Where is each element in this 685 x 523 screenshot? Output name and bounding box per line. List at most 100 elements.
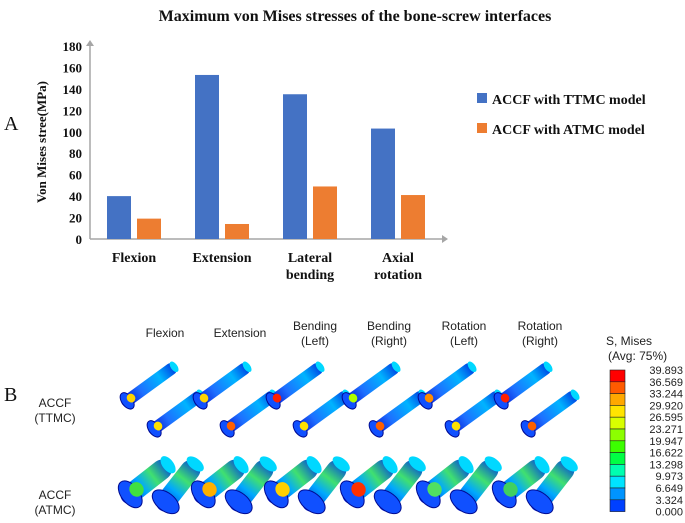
column-header-rotation-right: Rotation (Right)	[517, 319, 563, 348]
screw-body	[419, 363, 475, 407]
bar-atmc-2	[313, 186, 337, 239]
stress-spot	[153, 421, 163, 431]
colorbar-value: 3.324	[655, 495, 683, 507]
screw-tip	[259, 456, 277, 472]
stress-spot	[424, 393, 434, 403]
screw-head	[525, 489, 554, 515]
screw-atmc-2-a	[263, 456, 322, 509]
x-tick-labels: Flexion Extension Lateral bending Axial rotat…	[112, 251, 422, 283]
screw-atmc-0-a	[117, 456, 176, 509]
screw-head	[224, 489, 253, 515]
screw-tip	[306, 456, 322, 474]
screw-tip	[543, 361, 553, 373]
colorbar-value: 33.244	[649, 389, 683, 401]
colorbar-value: 39.893	[649, 365, 683, 377]
colorbar-value: 16.622	[649, 448, 683, 460]
column-header-flexion: Flexion	[145, 326, 185, 340]
legend-swatch-0	[477, 93, 487, 103]
stress-spot	[199, 393, 209, 403]
screw-ttmc-1-b	[219, 389, 279, 438]
legend-swatch-1	[477, 123, 487, 133]
y-tick-label: 160	[63, 60, 83, 75]
screw-tip	[186, 456, 204, 472]
stress-spot	[226, 421, 236, 431]
stress-spot	[427, 482, 442, 497]
stress-spot	[500, 393, 510, 403]
screw-head	[151, 489, 180, 515]
colorbar-band	[609, 440, 626, 453]
screw-head	[297, 489, 326, 515]
y-tick-label: 80	[69, 146, 82, 161]
colorbar-band	[609, 428, 626, 442]
screw-ttmc-1-a	[192, 361, 252, 410]
screw-tip	[233, 456, 249, 474]
screw-tip	[382, 456, 398, 474]
colorbar-value: 6.649	[655, 483, 683, 495]
screw-ttmc-5-a	[493, 361, 553, 410]
colorbar-band	[609, 369, 626, 383]
screw-tip	[484, 456, 502, 472]
bar-ttmc-3	[371, 128, 395, 239]
y-axis-label: Von Mises stree(MPa)	[34, 81, 49, 203]
bar-atmc-0	[137, 218, 161, 239]
screw-tip	[570, 389, 580, 401]
y-tick-label: 120	[63, 103, 83, 118]
screw-ttmc-0-a	[119, 361, 179, 410]
bar-ttmc-1	[195, 74, 219, 239]
screw-tip	[332, 456, 350, 472]
chart-title: Maximum von Mises stresses of the bone-s…	[159, 8, 552, 25]
screw-tip	[242, 361, 252, 373]
colorbar: 39.89336.56933.24429.92026.59523.27119.9…	[609, 365, 683, 519]
stress-spot	[451, 421, 461, 431]
screw-body	[495, 363, 551, 407]
row-header-ttmc: ACCF (TTMC)	[34, 396, 76, 425]
colorbar-value: 29.920	[649, 400, 683, 412]
stress-spot	[527, 421, 537, 431]
screw-tip	[169, 361, 179, 373]
legend-label-0: ACCF with TTMC model	[492, 93, 646, 108]
screw-ttmc-4-a	[417, 361, 477, 410]
screw-body	[522, 391, 578, 435]
screw-ttmc-5-b	[520, 389, 580, 438]
x-tick-label: Axial	[382, 251, 414, 266]
screw-atmc-3-b	[373, 456, 426, 515]
screw-atmc-2-b	[297, 456, 350, 515]
screw-atmc-1-a	[190, 456, 249, 509]
screw-contour-renders	[117, 361, 580, 515]
x-axis-arrow	[442, 235, 448, 243]
screw-body	[121, 363, 177, 407]
screw-body	[446, 391, 502, 435]
screw-atmc-3-a	[339, 456, 398, 509]
legend-label-1: ACCF with ATMC model	[492, 123, 645, 138]
colorbar-band	[609, 452, 626, 465]
colorbar-value: 26.595	[649, 412, 683, 424]
x-tick-label: Lateral	[288, 251, 332, 266]
stress-spot	[202, 482, 217, 497]
stress-spot	[351, 482, 366, 497]
colorbar-title-line1: S, Mises	[606, 334, 653, 348]
screw-atmc-0-b	[151, 456, 204, 515]
colorbar-value: 0.000	[655, 507, 683, 519]
screw-body	[194, 363, 250, 407]
screw-tip	[534, 456, 550, 474]
x-tick-label: Extension	[192, 251, 251, 266]
colorbar-value: 36.569	[649, 377, 683, 389]
screw-body	[294, 391, 350, 435]
colorbar-band	[609, 499, 626, 512]
screw-head	[373, 489, 402, 515]
y-ticks: 0 20 40 60 80 100 120 140 160 180	[63, 39, 83, 247]
screw-atmc-5-b	[525, 456, 578, 515]
screw-body	[148, 391, 204, 435]
screw-ttmc-4-b	[444, 389, 504, 438]
colorbar-band	[609, 464, 626, 477]
colorbar-band	[609, 416, 626, 430]
y-tick-label: 100	[63, 125, 83, 140]
screw-tip	[160, 456, 176, 474]
stress-spot	[299, 421, 309, 431]
bar-ttmc-2	[283, 94, 307, 239]
screw-body	[370, 391, 426, 435]
colorbar-band	[609, 393, 626, 406]
y-tick-label: 0	[76, 232, 83, 247]
colorbar-value: 9.973	[655, 471, 683, 483]
colorbar-title-line2: (Avg: 75%)	[608, 349, 668, 363]
